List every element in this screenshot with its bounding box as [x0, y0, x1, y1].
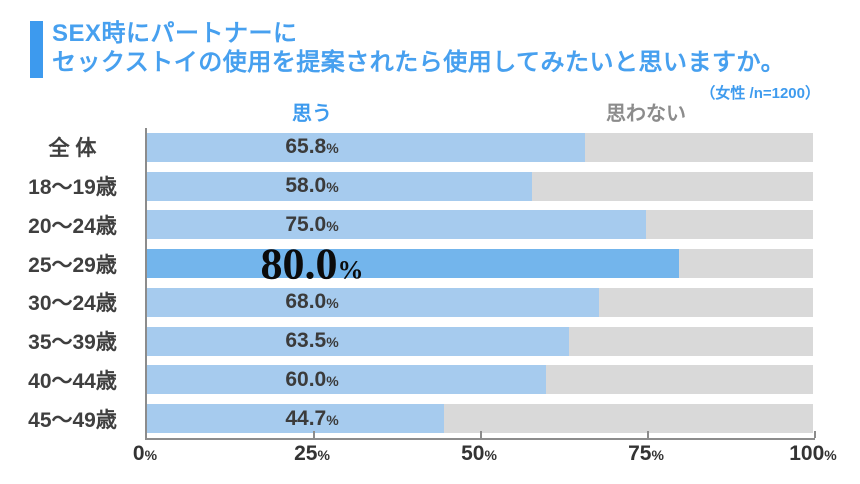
bar-value-label: 75.0%: [285, 213, 338, 237]
bar-value-number: 80.0: [260, 239, 338, 289]
bar-fill-yes: [145, 210, 646, 240]
chart-row: 20〜24歳 75.0%: [0, 206, 813, 245]
row-label: 35〜39歳: [28, 331, 117, 355]
bar-track-no: 80.0%: [145, 239, 813, 288]
bar-value-label: 63.5%: [285, 329, 338, 353]
percent-sign: %: [337, 255, 364, 285]
x-tick-label: 100%: [789, 442, 837, 466]
row-label: 45〜49歳: [28, 408, 117, 432]
percent-sign: %: [651, 447, 664, 463]
x-tick-label: 75%: [628, 442, 664, 466]
bar-value-label: 65.8%: [285, 135, 338, 159]
bar-value-number: 60.0: [285, 367, 327, 391]
row-label: 全 体: [48, 137, 97, 161]
bar-value-number: 75.0: [285, 212, 327, 236]
x-tick-number: 75: [628, 442, 652, 465]
legend-label-no: 思わない: [606, 103, 686, 125]
bar-value-label: 60.0%: [285, 368, 338, 392]
x-tick-label: 25%: [294, 442, 330, 466]
bar-value-number: 65.8: [285, 135, 327, 159]
chart-row: 18〜19歳 58.0%: [0, 167, 813, 206]
row-label: 25〜29歳: [28, 253, 117, 277]
x-tick-number: 50: [461, 442, 485, 465]
bar-value-label: 68.0%: [285, 290, 338, 314]
chart-row: 40〜44歳 60.0%: [0, 361, 813, 400]
x-axis-labels: 0% 25% 50% 75% 100%: [133, 442, 837, 470]
chart-row: 45〜49歳 44.7%: [0, 399, 813, 438]
bar-track-no: 58.0%: [145, 171, 813, 201]
bar-value-number: 63.5: [285, 329, 327, 353]
percent-sign: %: [144, 447, 158, 463]
percent-sign: %: [326, 217, 339, 234]
bar-fill-yes: [145, 326, 570, 356]
row-label: 30〜24歳: [28, 292, 117, 316]
title-accent-bar: [30, 21, 43, 78]
legend-label-yes: 思う: [292, 103, 332, 125]
chart-row: 30〜24歳 68.0%: [0, 283, 813, 322]
title-line-1: SEX時にパートナーに: [52, 20, 298, 47]
bar-value-label: 80.0%: [261, 238, 364, 289]
bar-chart: 全 体 65.8% 18〜19歳 58.0% 20〜24歳 75.0% 25〜29歳 80.0…: [0, 128, 813, 438]
x-tick-number: 25: [294, 442, 318, 465]
percent-sign: %: [326, 179, 339, 196]
page-title: SEX時にパートナーに セックストイの使用を提案されたら使用してみたいと思います…: [52, 19, 842, 77]
chart-row: 全 体 65.8%: [0, 128, 813, 167]
chart-row: 25〜29歳 80.0%: [0, 239, 813, 288]
percent-sign: %: [326, 140, 339, 157]
row-label: 18〜19歳: [28, 176, 117, 200]
title-line-2: セックストイの使用を提案されたら使用してみたいと思いますか。: [52, 49, 786, 76]
percent-sign: %: [326, 334, 339, 351]
bar-fill-yes: [145, 132, 585, 162]
percent-sign: %: [326, 372, 339, 389]
percent-sign: %: [317, 447, 330, 463]
bar-fill-yes: [145, 404, 444, 434]
percent-sign: %: [484, 447, 497, 463]
percent-sign: %: [824, 447, 837, 463]
bar-value-number: 44.7: [285, 406, 327, 430]
x-tick-mark: [814, 431, 816, 438]
percent-sign: %: [326, 411, 339, 428]
bar-value-label: 44.7%: [285, 407, 338, 431]
chart-row: 35〜39歳 63.5%: [0, 322, 813, 361]
sample-note: （女性 /n=1200）: [700, 85, 820, 102]
bar-value-number: 58.0: [285, 174, 327, 198]
bar-fill-yes: [145, 365, 546, 395]
bar-track-no: 68.0%: [145, 287, 813, 317]
bar-value-number: 68.0: [285, 290, 327, 314]
percent-sign: %: [326, 295, 339, 312]
bar-track-no: 44.7%: [145, 404, 813, 434]
bar-track-no: 60.0%: [145, 365, 813, 395]
bar-track-no: 75.0%: [145, 210, 813, 240]
bar-fill-yes: [145, 171, 533, 201]
row-label: 20〜24歳: [28, 214, 117, 238]
bar-track-no: 63.5%: [145, 326, 813, 356]
x-tick-number: 100: [789, 442, 825, 465]
x-tick-label: 0%: [133, 442, 157, 466]
bar-fill-yes: [145, 249, 680, 279]
bar-value-label: 58.0%: [285, 174, 338, 198]
bar-fill-yes: [145, 287, 600, 317]
x-tick-label: 50%: [461, 442, 497, 466]
bar-track-no: 65.8%: [145, 132, 813, 162]
row-label: 40〜44歳: [28, 369, 117, 393]
x-tick-number: 0: [132, 442, 145, 465]
